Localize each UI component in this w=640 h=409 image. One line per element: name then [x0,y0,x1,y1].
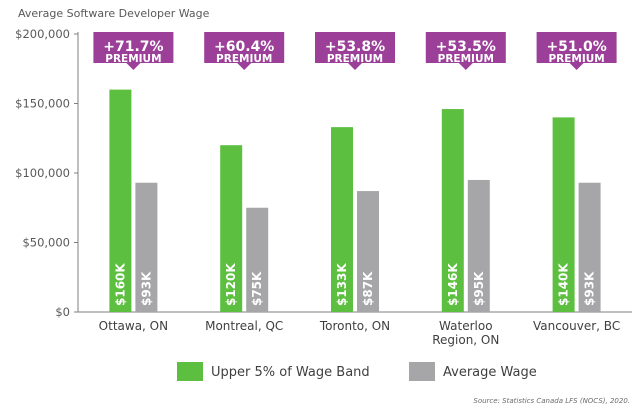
premium-percent: +53.8% [325,39,385,55]
premium-percent: +71.7% [103,39,163,55]
premium-percent: +53.5% [436,39,496,55]
bar-value-label: $133K [335,263,349,306]
y-tick-label: $100,000 [15,166,70,180]
category-label: Ottawa, ON [99,319,168,333]
premium-percent: +51.0% [546,39,606,55]
bar-upper-5pct-1 [220,145,243,312]
bar-average-4 [578,182,601,312]
premium-badge [204,32,285,70]
legend-label: Average Wage [443,365,537,380]
legend-label: Upper 5% of Wage Band [211,365,370,380]
premium-badge [93,32,174,70]
bar-value-label: $87K [361,271,375,306]
premium-label: PREMIUM [327,53,383,65]
bar-value-label: $146K [446,263,460,306]
bar-average-1 [246,207,269,312]
bar-upper-5pct-2 [331,127,353,312]
bar-upper-5pct-4 [552,117,575,313]
bar-value-label: $95K [472,271,486,306]
premium-percent: +60.4% [214,39,274,55]
chart-title: Average Software Developer Wage [18,7,210,20]
bar-value-label: $93K [583,271,597,306]
premium-badge [315,32,395,70]
y-tick-label: $0 [55,305,70,319]
premium-badge [536,32,617,70]
category-label: Montreal, QC [205,319,283,333]
category-label: Vancouver, BC [533,319,620,333]
y-tick-label: $50,000 [22,236,70,250]
axis-layer: $0 $50,000 $100,000 $150,000 $200,000 [15,27,632,319]
bar-average-3 [467,179,490,312]
category-labels: Ottawa, ON Montreal, QC Toronto, ON Waterlo… [99,319,621,347]
bars-layer: $160K $93K $120K $75K $133K $87K $146K $95K $140… [109,89,601,313]
premium-badge [425,32,506,70]
bar-average-2 [357,191,379,312]
bar-value-label: $93K [139,271,153,306]
bar-value-label: $140K [557,263,571,306]
legend-swatch-0 [177,362,203,381]
premium-label: PREMIUM [216,53,272,65]
bar-value-label: $160K [113,263,127,306]
premium-label: PREMIUM [105,53,161,65]
bar-average-0 [135,182,158,312]
category-label: Toronto, ON [319,319,390,333]
bar-value-label: $75K [250,271,264,306]
premium-label: PREMIUM [438,53,494,65]
bar-value-label: $120K [224,263,238,306]
bar-upper-5pct-0 [109,89,132,312]
premium-label: PREMIUM [548,53,604,65]
legend-swatch-1 [409,362,435,381]
y-tick-label: $200,000 [15,27,70,41]
premium-layer: +71.7%PREMIUM+60.4%PREMIUM+53.8%PREMIUM+… [93,32,617,70]
category-label: Region, ON [432,333,499,347]
legend: Upper 5% of Wage Band Average Wage [177,362,537,381]
y-tick-label: $150,000 [15,97,70,111]
bar-upper-5pct-3 [441,109,464,312]
category-label: Waterloo [439,319,493,333]
source-note: Source: Statistics Canada LFS (NOCS), 20… [473,397,630,405]
